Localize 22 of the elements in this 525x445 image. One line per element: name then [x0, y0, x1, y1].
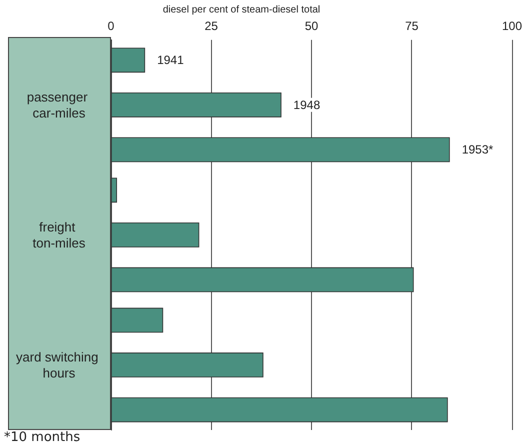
x-tick-label: 75 [405, 18, 419, 33]
x-tick-label: 100 [502, 18, 522, 33]
series-label: 1953* [462, 142, 494, 157]
x-tick-label: 0 [108, 18, 115, 33]
bar [111, 137, 450, 162]
bar [111, 267, 414, 292]
x-tick-label: 50 [304, 18, 318, 33]
x-tick-label: 25 [204, 18, 218, 33]
bar [111, 397, 448, 422]
y-tick-label: passenger car-miles [26, 89, 92, 120]
series-label: 1941 [157, 53, 184, 68]
bar [111, 352, 264, 378]
y-tick-label: freight ton-miles [32, 219, 86, 250]
series-label: 1948 [293, 98, 320, 112]
bar [111, 48, 146, 73]
bar [111, 222, 200, 248]
bar [111, 308, 164, 333]
y-tick-label: yard switching hours [16, 349, 102, 380]
text: *10 months [4, 430, 80, 445]
x-axis-title: diesel per cent of steam-diesel total [162, 4, 320, 16]
bar [111, 178, 118, 203]
bar [111, 92, 282, 118]
